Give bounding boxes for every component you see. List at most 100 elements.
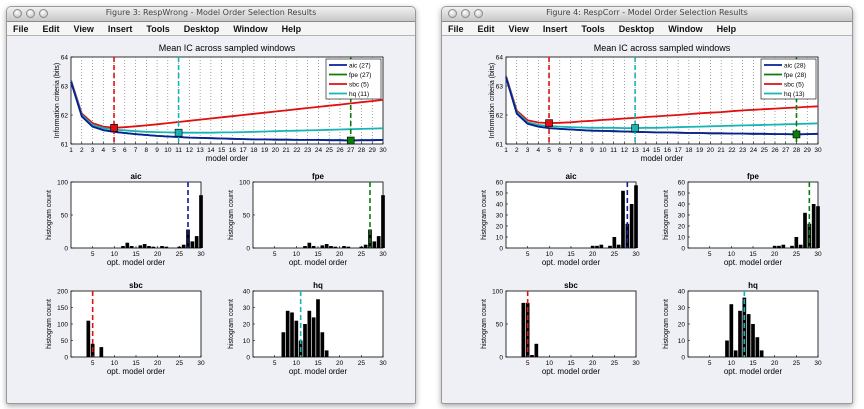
histogram-bar <box>199 195 203 248</box>
minimize-button[interactable] <box>26 9 35 18</box>
x-tick-label: 21 <box>283 147 291 154</box>
histogram-bar <box>190 241 195 248</box>
x-tick-label: 15 <box>314 360 322 367</box>
menu-tools[interactable]: Tools <box>146 23 170 34</box>
x-tick-label: 10 <box>546 360 554 367</box>
histogram-title: aic <box>130 172 142 181</box>
histogram-bar <box>363 244 368 248</box>
menu-bar: File Edit View Insert Tools Desktop Wind… <box>7 22 415 36</box>
window-title: Figure 3: RespWrong - Model Order Select… <box>105 8 317 17</box>
x-tick-label: 5 <box>91 360 95 367</box>
histogram-y-axis-label: histogram count <box>46 190 53 240</box>
x-tick-label: 5 <box>273 251 277 258</box>
y-tick-label: 50 <box>496 191 504 198</box>
menu-edit[interactable]: Edit <box>42 23 60 34</box>
histogram-x-axis-label: opt. model order <box>542 367 601 376</box>
x-tick-label: 20 <box>154 360 162 367</box>
selected-order-marker <box>346 136 355 145</box>
x-tick-label: 18 <box>250 147 258 154</box>
zoom-button[interactable] <box>39 9 48 18</box>
main-plot-title: Mean IC across sampled windows <box>594 43 731 53</box>
histogram-bar <box>324 244 329 248</box>
y-tick-label: 0 <box>681 246 685 253</box>
y-tick-label: 61 <box>61 142 69 149</box>
histogram-bar <box>595 245 599 248</box>
histogram-title: hq <box>748 281 758 290</box>
histogram-bar <box>125 242 130 248</box>
legend-entry: fpe (27) <box>349 72 371 79</box>
x-tick-label: 10 <box>293 360 301 367</box>
histogram-bar <box>303 246 307 248</box>
x-tick-label: 25 <box>793 251 801 258</box>
figure-window-3: Figure 3: RespWrong - Model Order Select… <box>6 6 416 404</box>
histogram-bar <box>599 244 604 248</box>
minimize-button[interactable] <box>461 9 470 18</box>
histogram-bar <box>303 324 307 357</box>
x-tick-label: 20 <box>771 360 779 367</box>
menu-window[interactable]: Window <box>233 23 268 34</box>
menu-view[interactable]: View <box>508 23 529 34</box>
x-tick-label: 30 <box>379 147 387 154</box>
menu-window[interactable]: Window <box>668 23 703 34</box>
menu-desktop[interactable]: Desktop <box>618 23 655 34</box>
zoom-button[interactable] <box>474 9 483 18</box>
histogram-area <box>505 181 637 249</box>
x-tick-label: 5 <box>273 360 277 367</box>
histogram-bar <box>151 246 156 248</box>
histogram-bar <box>738 310 742 357</box>
x-tick-label: 20 <box>589 360 597 367</box>
series-line <box>70 81 384 142</box>
y-tick-label: 63 <box>496 84 504 91</box>
series-line <box>70 80 384 134</box>
close-button[interactable] <box>448 9 457 18</box>
histogram-bar <box>181 244 186 248</box>
menu-help[interactable]: Help <box>281 23 302 34</box>
x-tick-label: 23 <box>304 147 312 154</box>
menu-help[interactable]: Help <box>716 23 737 34</box>
histogram-x-axis-label: opt. model order <box>107 367 166 376</box>
histogram-bar <box>530 355 534 357</box>
histogram-bar <box>329 246 333 248</box>
histogram-bar <box>129 246 134 248</box>
x-tick-label: 3 <box>91 147 95 154</box>
histogram-bar <box>733 350 738 357</box>
y-tick-label: 10 <box>678 338 686 345</box>
menu-tools[interactable]: Tools <box>581 23 605 34</box>
y-tick-label: 0 <box>246 246 250 253</box>
series-line <box>505 77 819 136</box>
y-tick-label: 200 <box>57 289 68 296</box>
close-button[interactable] <box>13 9 22 18</box>
histogram-hq: hq 5 10 15 20 25 30 0 10 20 30 40 opt. model order hi… <box>663 281 822 376</box>
menu-file[interactable]: File <box>448 23 464 34</box>
window-title: Figure 4: RespCorr - Model Order Selecti… <box>546 8 748 17</box>
selected-order-marker <box>631 124 639 132</box>
histogram-area <box>687 181 819 249</box>
histogram-bar <box>294 320 299 357</box>
menu-view[interactable]: View <box>73 23 94 34</box>
histogram-bar <box>798 244 803 248</box>
x-tick-label: 10 <box>728 360 736 367</box>
menu-edit[interactable]: Edit <box>477 23 495 34</box>
legend-entry: hq (13) <box>784 91 805 98</box>
menu-insert[interactable]: Insert <box>542 23 568 34</box>
histogram-x-axis-label: opt. model order <box>724 367 783 376</box>
main-y-axis-label: Information criteria (bits) <box>489 63 496 138</box>
x-tick-label: 9 <box>155 147 159 154</box>
histogram-bar <box>759 350 764 357</box>
histogram-bar <box>333 246 338 248</box>
x-tick-label: 15 <box>132 360 140 367</box>
x-tick-label: 4 <box>101 147 105 154</box>
menu-desktop[interactable]: Desktop <box>183 23 220 34</box>
y-tick-label: 100 <box>239 180 250 187</box>
menu-insert[interactable]: Insert <box>107 23 133 34</box>
x-tick-label: 3 <box>526 147 530 154</box>
histogram-bar <box>142 244 147 248</box>
x-tick-label: 10 <box>599 147 607 154</box>
histogram-title: sbc <box>564 281 578 290</box>
y-tick-label: 0 <box>64 355 68 362</box>
menu-file[interactable]: File <box>13 23 29 34</box>
y-tick-label: 100 <box>57 180 68 187</box>
x-tick-label: 25 <box>611 360 619 367</box>
x-tick-label: 10 <box>111 360 119 367</box>
